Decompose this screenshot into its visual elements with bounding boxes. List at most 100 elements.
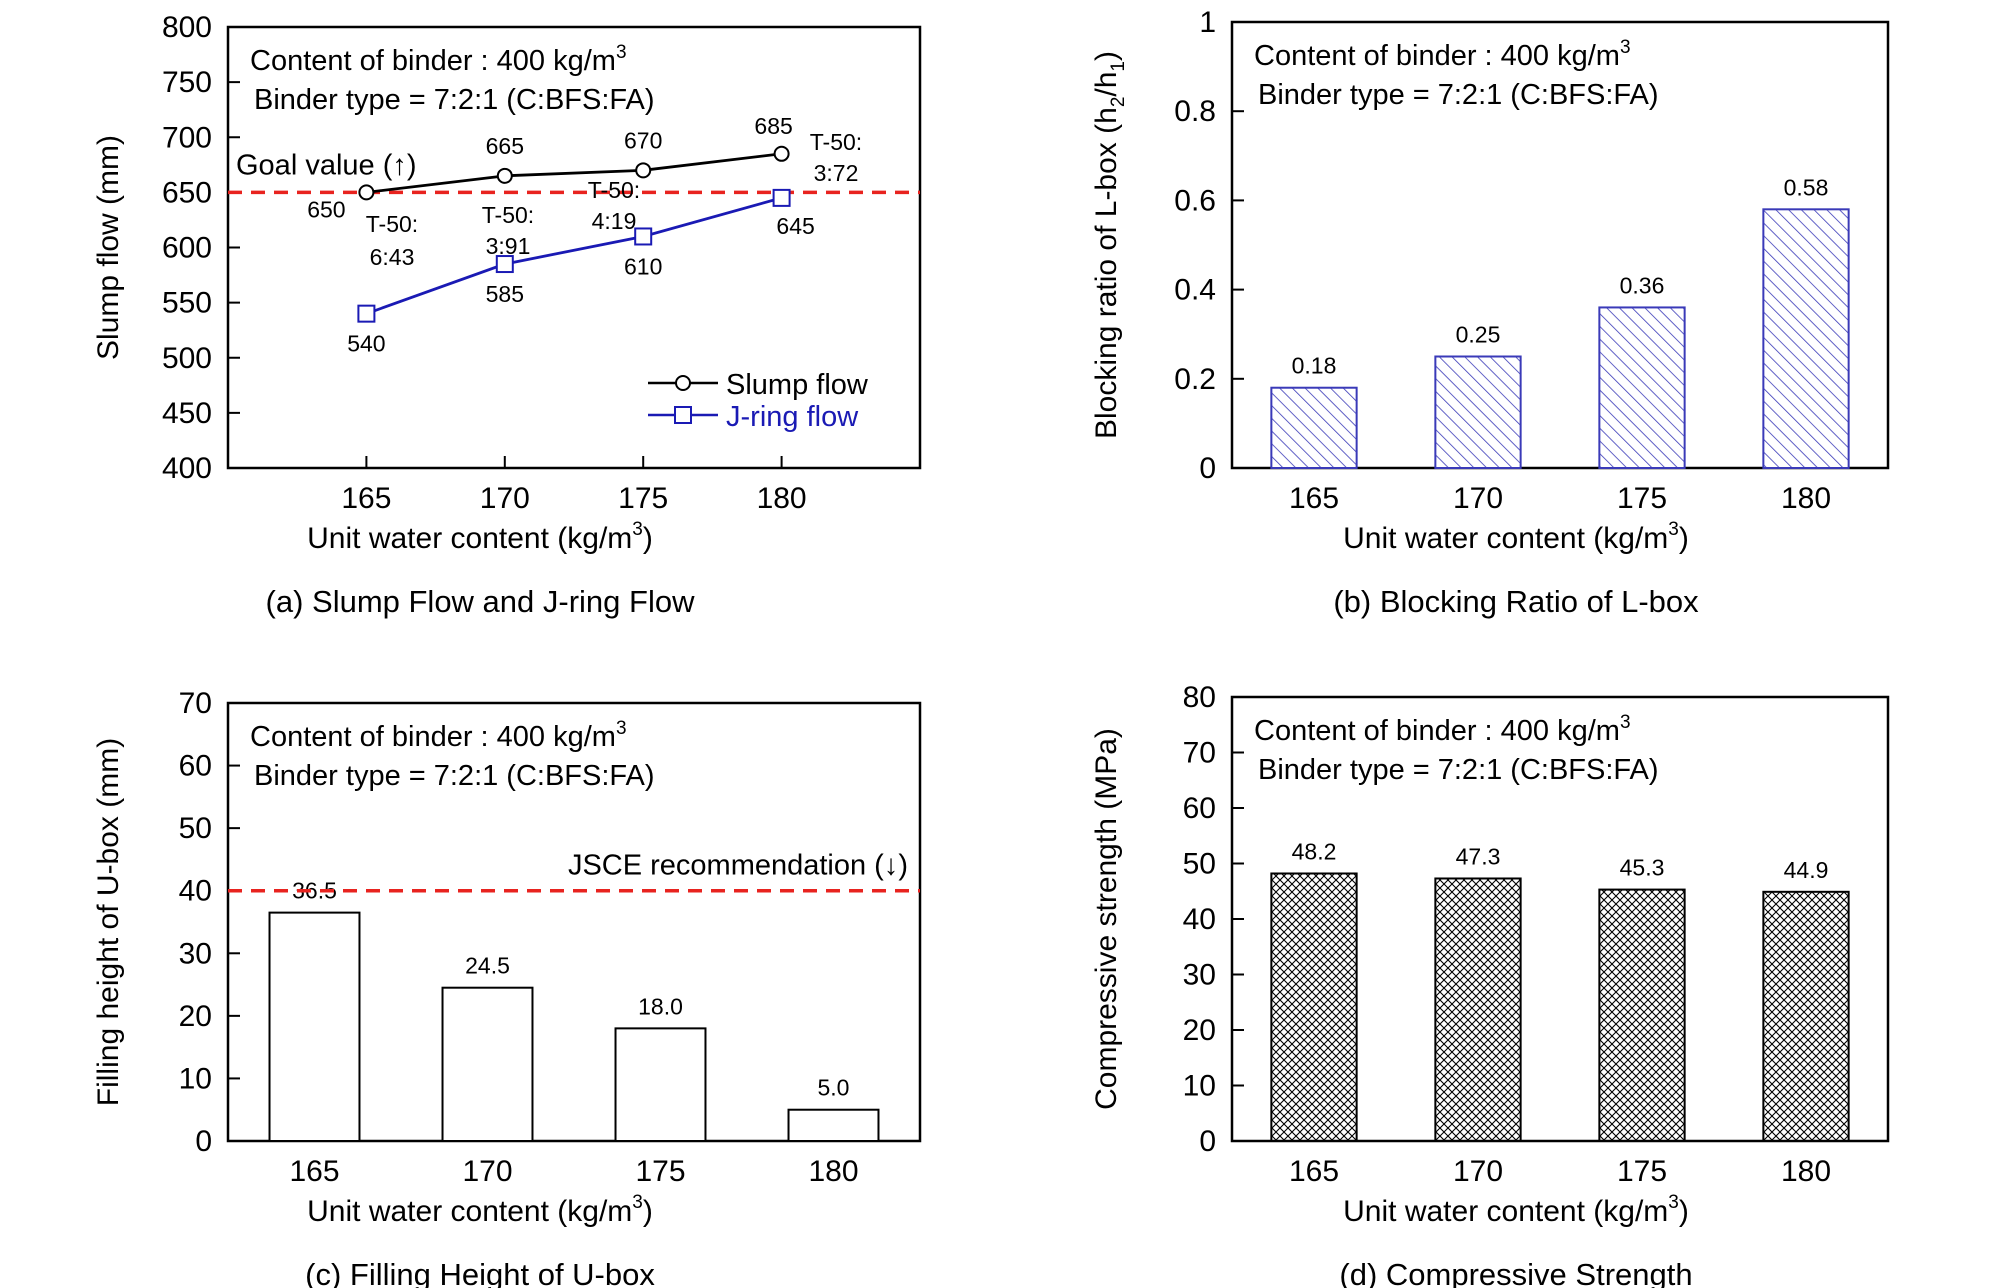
slump-flow-point [635,162,652,179]
chart-panel-3: 0 10 20 30 40 50 60 70 Filling height of U-box (… [92,687,922,1288]
panel-caption: (b) Blocking Ratio of L-box [1333,584,1699,619]
panel-caption: (d) Compressive Strength [1339,1257,1692,1288]
binder-content-note: Content of binder : 400 kg/m3 [1254,712,1631,747]
bar-175 [614,1027,707,1143]
y-tick-label: 0.6 [1174,184,1216,217]
y-tick-label: 0 [1199,1125,1216,1158]
bar-value-label: 24.5 [465,953,510,979]
y-axis-label: Filling height of U-box (mm) [92,738,125,1106]
bar-175 [1598,306,1686,469]
x-tick-label: 170 [480,482,530,515]
x-tick-label: 175 [1617,1155,1667,1188]
legend-label-slump: Slump flow [726,369,869,401]
y-tick-label: 60 [1183,792,1216,825]
y-tick-label: 750 [162,66,212,99]
bar-value-label: 5.0 [818,1075,850,1101]
chart-panel-4: 0 10 20 30 40 50 60 70 80 Compressive strength (M… [1090,681,1890,1288]
y-axis-label: Compressive strength (MPa) [1090,728,1123,1110]
bar-value-label: 18.0 [638,993,683,1019]
data-label: 540 [347,331,385,357]
bar-180 [787,1108,880,1142]
bar-180 [1762,890,1850,1142]
y-tick-label: 600 [162,232,212,265]
x-tick-label: 180 [1781,1155,1831,1188]
x-axis-label: Unit water content (kg/m3) [307,519,653,555]
y-tick-label: 1 [1199,6,1216,39]
panel-caption: (a) Slump Flow and J-ring Flow [266,584,696,619]
t50-value: 4:19 [592,208,637,234]
y-tick-label: 80 [1183,681,1216,714]
y-tick-label: 0.2 [1174,363,1216,396]
data-label: 670 [624,127,662,153]
y-tick-label: 650 [162,176,212,209]
plot-frame [1230,20,1890,470]
y-tick-label: 500 [162,342,212,375]
chart-panel-2: 0 0.2 0.4 0.6 0.8 1 Blocking ratio of L-box (h… [1090,6,1890,619]
y-tick-label: 0 [1199,452,1216,485]
y-tick-label: 550 [162,287,212,320]
x-tick-label: 170 [1453,1155,1503,1188]
y-tick-label: 0 [195,1125,212,1158]
series-line-1 [365,196,782,315]
x-tick-label: 165 [341,482,391,515]
x-tick-label: 170 [1453,482,1503,515]
bar-value-label: 0.36 [1620,272,1665,298]
x-tick-label: 170 [462,1155,512,1188]
y-tick-label: 700 [162,121,212,154]
bar-value-label: 45.3 [1620,855,1665,881]
bar-value-label: 47.3 [1456,843,1501,869]
bar-value-label: 44.9 [1784,857,1829,883]
t50-value: 3:91 [486,233,531,259]
slump-flow-point [358,184,375,201]
y-axis-label: Slump flow (mm) [92,135,125,360]
x-tick-label: 175 [635,1155,685,1188]
bar-170 [1434,877,1522,1142]
bar-170 [441,986,534,1143]
y-tick-label: 800 [162,11,212,44]
legend-marker-jring [674,406,692,424]
bar-value-label: 0.18 [1292,353,1337,379]
t50-label: T-50: [366,211,418,237]
bar-165 [268,911,361,1142]
y-tick-label: 20 [1183,1014,1216,1047]
x-tick-label: 175 [1617,482,1667,515]
binder-content-note: Content of binder : 400 kg/m3 [250,718,627,753]
y-tick-label: 40 [1183,903,1216,936]
t50-label: T-50: [810,129,862,155]
binder-type-note: Binder type = 7:2:1 (C:BFS:FA) [1258,754,1659,786]
chart-panel-1: 400 450 500 550 600 650 700 750 800 Slump flow (m… [92,11,922,619]
data-label: 645 [776,213,814,239]
y-tick-label: 70 [179,687,212,720]
bar-170 [1434,355,1522,469]
bar-165 [1270,872,1358,1142]
bar-value-label: 48.2 [1292,838,1337,864]
y-tick-label: 30 [179,937,212,970]
j-ring-flow-point [495,255,514,274]
jsce-recommendation-label: JSCE recommendation (↓) [568,850,908,882]
y-tick-label: 0.4 [1174,274,1216,307]
x-tick-label: 180 [1781,482,1831,515]
legend-label-jring: J-ring flow [726,401,859,433]
y-tick-label: 50 [1183,848,1216,881]
data-label: 610 [624,253,662,279]
legend-marker-slump [675,375,691,391]
y-tick-label: 400 [162,452,212,485]
y-tick-label: 60 [179,750,212,783]
x-tick-label: 165 [1289,1155,1339,1188]
slump-flow-point [496,167,513,184]
y-tick-label: 50 [179,812,212,845]
data-label: 650 [307,196,345,222]
x-tick-label: 165 [1289,482,1339,515]
y-tick-label: 450 [162,397,212,430]
bar-180 [1762,208,1850,469]
j-ring-flow-point [357,304,376,323]
x-tick-label: 165 [289,1155,339,1188]
binder-type-note: Binder type = 7:2:1 (C:BFS:FA) [254,84,655,116]
t50-label: T-50: [588,177,640,203]
y-tick-label: 10 [179,1062,212,1095]
bar-175 [1598,888,1686,1143]
bar-value-label: 0.25 [1456,322,1501,348]
x-tick-label: 180 [808,1155,858,1188]
data-label: 665 [486,133,524,159]
